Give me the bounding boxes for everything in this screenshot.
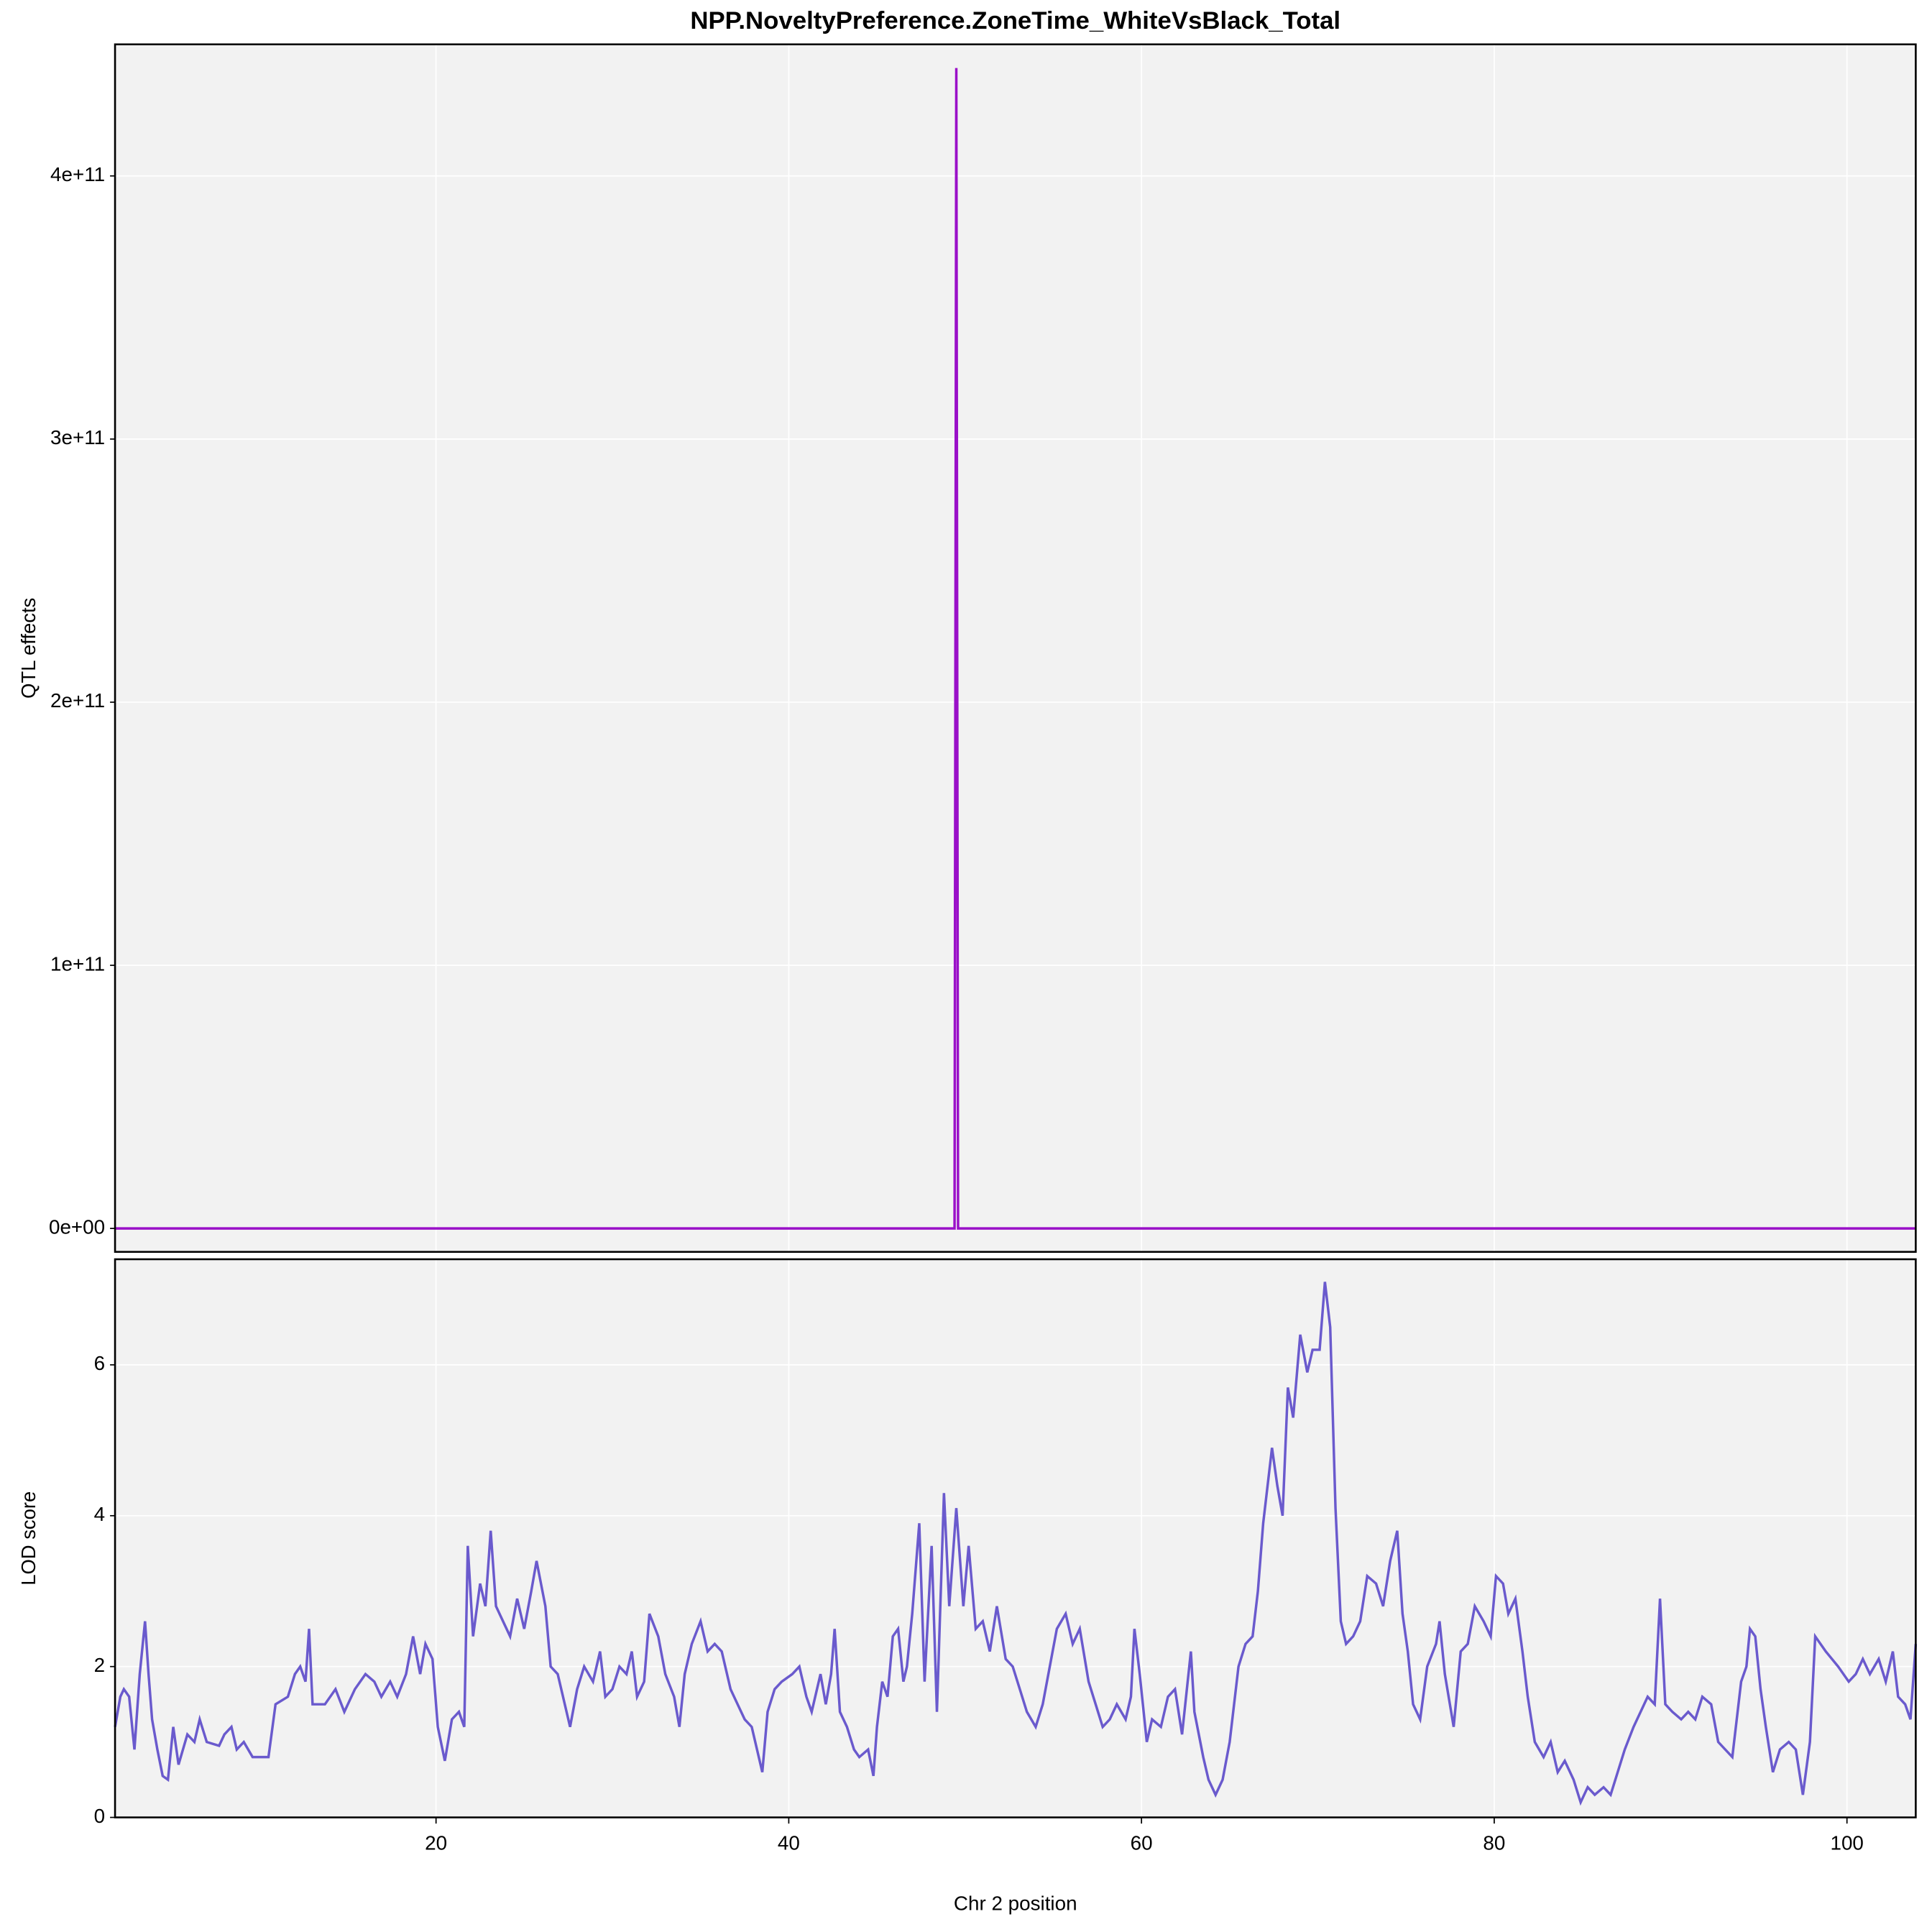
plot-frame [114, 43, 1917, 1253]
y-tick-label: 0 [94, 1805, 105, 1827]
y-tick-label: 6 [94, 1352, 105, 1374]
y-tick-label: 3e+11 [50, 426, 105, 448]
x-tick-label: 80 [1483, 1832, 1505, 1854]
x-tick-label: 60 [1131, 1832, 1153, 1854]
chart-title: NPP.NoveltyPreference.ZoneTime_WhiteVsBl… [690, 7, 1340, 34]
y-tick-label: 1e+11 [50, 952, 105, 975]
x-tick-label: 40 [778, 1832, 800, 1854]
y-tick-label: 4 [94, 1503, 105, 1525]
data-line [114, 1282, 1918, 1806]
x-tick-label: 100 [1830, 1832, 1863, 1854]
y-tick-label: 2e+11 [50, 689, 105, 712]
plot-background [115, 44, 1916, 1252]
y-axis-label: LOD score [17, 1491, 40, 1586]
y-tick-label: 4e+11 [50, 163, 105, 185]
x-axis-label: Chr 2 position [954, 1892, 1077, 1915]
y-axis-label: QTL effects [17, 598, 40, 699]
data-line [115, 68, 1916, 1230]
x-tick-label: 20 [425, 1832, 447, 1854]
plot-frame [114, 1258, 1917, 1818]
y-tick-label: 0e+00 [49, 1216, 105, 1238]
plot-background [115, 1259, 1916, 1818]
y-tick-label: 2 [94, 1654, 105, 1676]
